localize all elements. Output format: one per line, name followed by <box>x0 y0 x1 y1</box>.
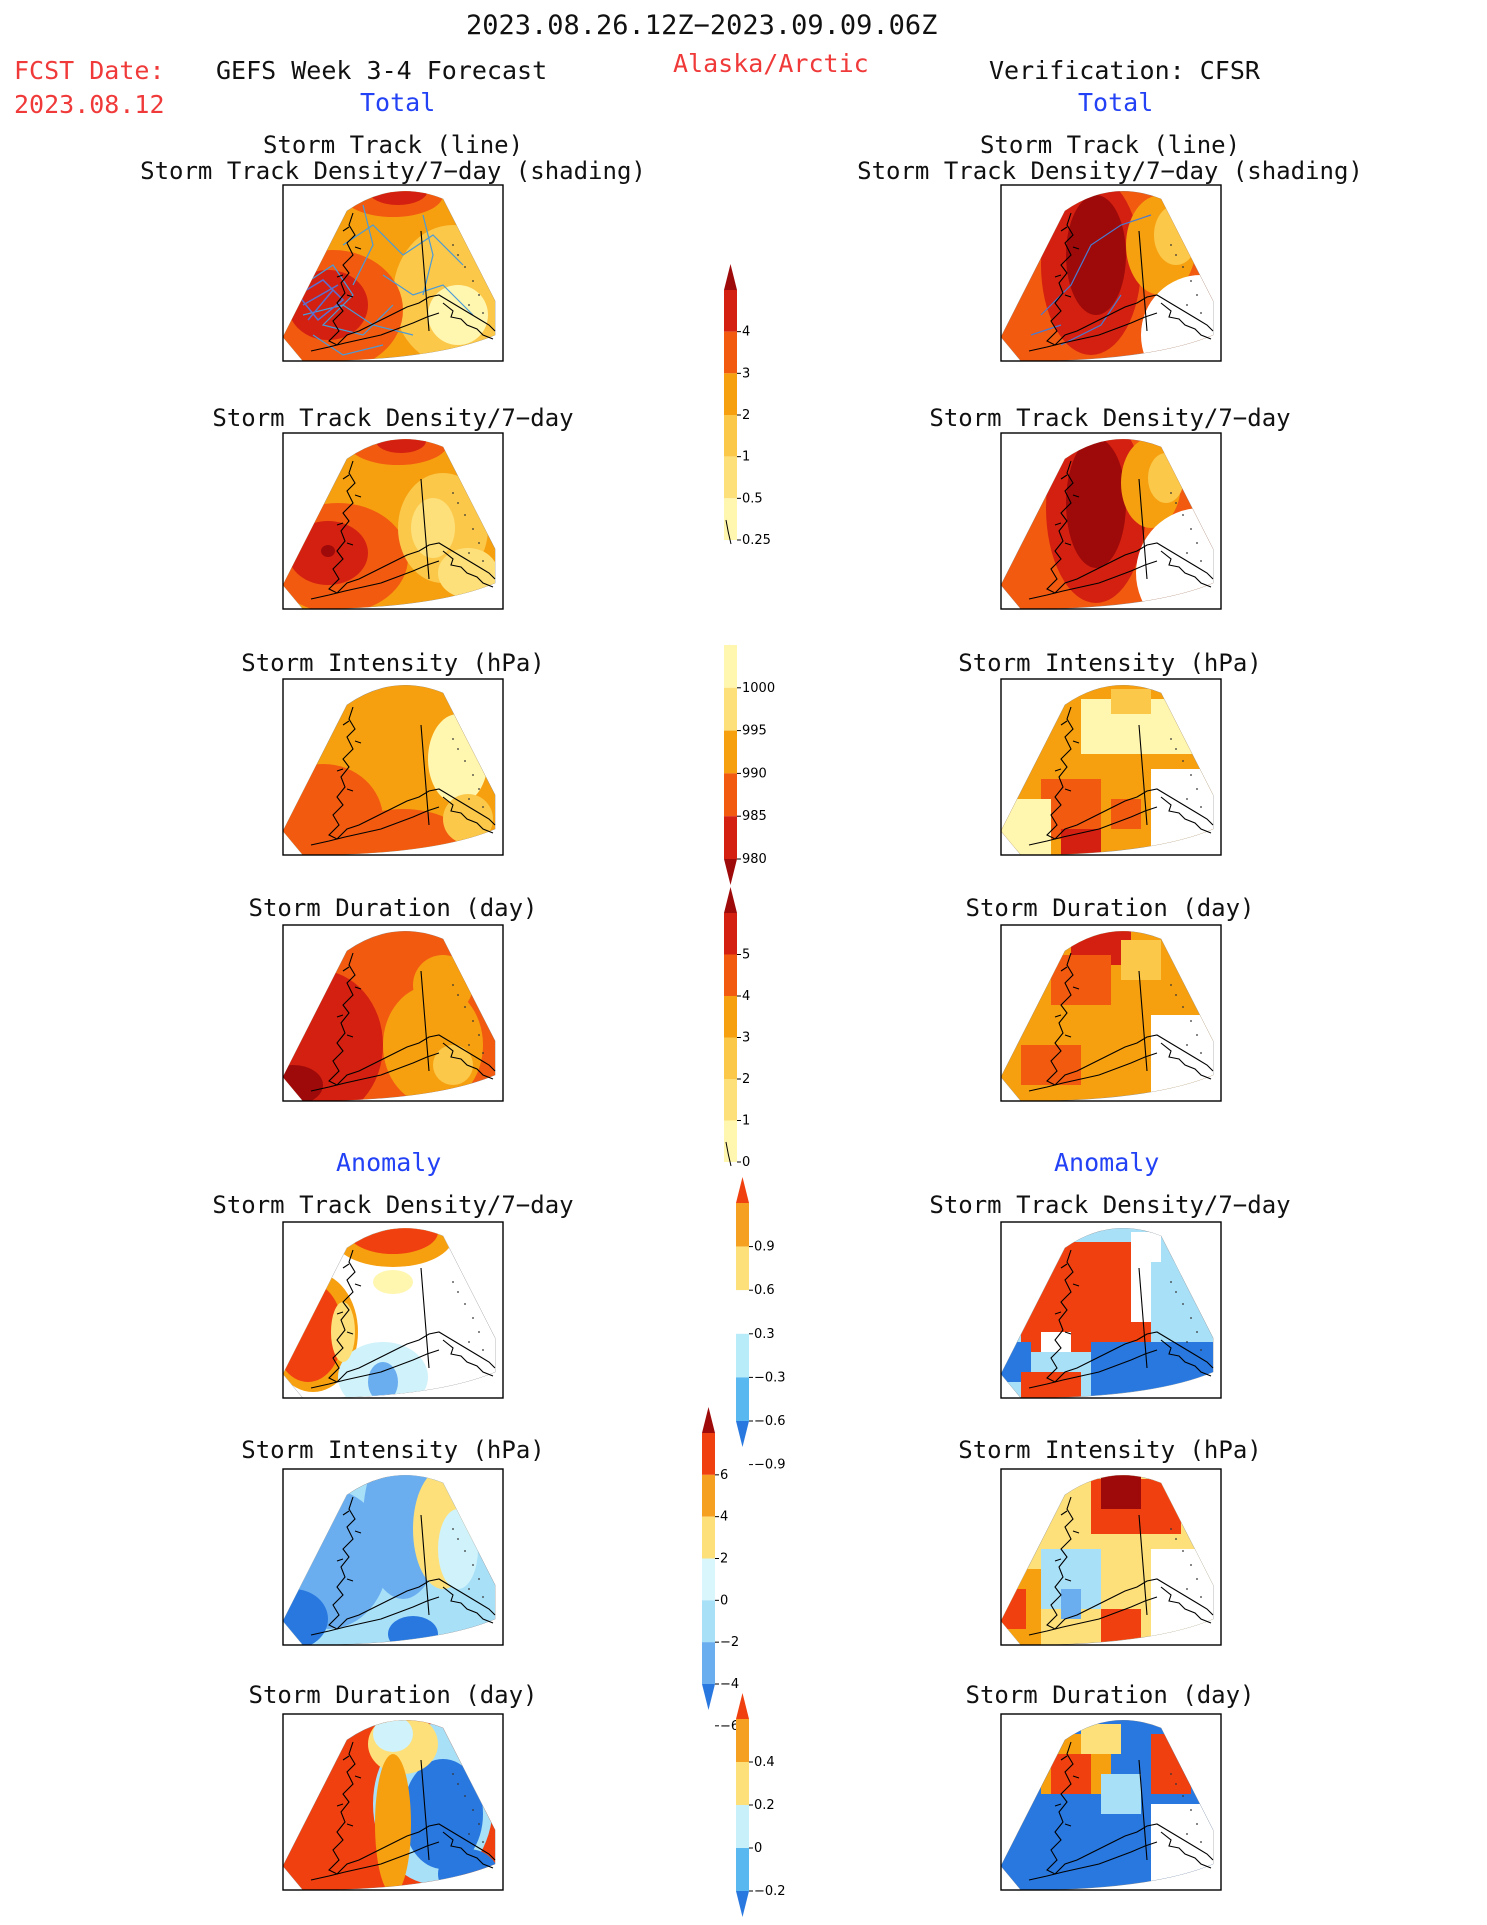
right-density-anom-title: Storm Track Density/7−day <box>929 1191 1291 1219</box>
right-track-shading-title: Storm Track Density/7−day (shading) <box>857 157 1363 185</box>
right-duration-anom-title: Storm Duration (day) <box>965 1681 1255 1709</box>
colorbar-tick-label: 0.2 <box>754 1798 775 1813</box>
left-duration-anom-title: Storm Duration (day) <box>248 1681 538 1709</box>
right-duration-anomaly-map <box>1000 1713 1222 1891</box>
colorbar-density_anom: 0.9 0.6 0.3 −0.3 −0.6 −0.9 <box>736 1177 786 1473</box>
main-title: 2023.08.26.12Z−2023.09.09.06Z <box>466 10 938 41</box>
colorbar-tick-label: 3 <box>742 366 750 381</box>
colorbar-tick-label: −6 <box>720 1719 739 1734</box>
colorbar-tick-label: 0.3 <box>754 1327 775 1342</box>
colorbar-duration_anom: 0.40.20−0.2−0.4 <box>736 1693 786 1917</box>
right-intensity-anom-title: Storm Intensity (hPa) <box>958 1436 1262 1464</box>
right-track-map <box>1000 184 1222 362</box>
colorbar-intensity_anom: 6 4 2 0 −2 −4 −6 <box>702 1407 739 1734</box>
left-intensity-anom-title: Storm Intensity (hPa) <box>241 1436 545 1464</box>
colorbar-tick-label: 0.25 <box>742 533 771 548</box>
left-density-anomaly-map <box>282 1221 504 1399</box>
colorbar-tick-label: 6 <box>720 1468 728 1483</box>
colorbar-tick-label: 0 <box>754 1841 762 1856</box>
colorbar-tick-label: 1 <box>742 450 750 465</box>
left-density-map <box>282 432 504 610</box>
right-intensity-anomaly-map <box>1000 1468 1222 1646</box>
left-intensity-anomaly-map <box>282 1468 504 1646</box>
colorbar-tick-label: 0.9 <box>754 1240 775 1255</box>
left-intensity-title: Storm Intensity (hPa) <box>241 649 545 677</box>
colorbar-tick-label: 995 <box>742 724 767 739</box>
right-density-map <box>1000 432 1222 610</box>
colorbar-tick-label: 985 <box>742 809 767 824</box>
colorbar-tick-label: 1000 <box>742 681 775 696</box>
colorbar-tick-label: 1 <box>742 1114 750 1129</box>
right-density-anomaly-map <box>1000 1221 1222 1399</box>
left-duration-title: Storm Duration (day) <box>248 894 538 922</box>
right-track-line-title: Storm Track (line) <box>979 131 1241 159</box>
colorbar-tick-label: 980 <box>742 852 767 867</box>
colorbar-tick-label: 4 <box>720 1510 728 1525</box>
colorbar-tick-label: −0.2 <box>754 1884 786 1899</box>
forecast-name: GEFS Week 3-4 Forecast <box>216 56 548 85</box>
colorbar-tick-label: 3 <box>742 1031 750 1046</box>
left-intensity-map <box>282 678 504 856</box>
left-track-shading-title: Storm Track Density/7−day (shading) <box>140 157 646 185</box>
left-track-line-title: Storm Track (line) <box>262 131 524 159</box>
colorbar-tick-label: −0.3 <box>754 1370 786 1385</box>
right-duration-title: Storm Duration (day) <box>965 894 1255 922</box>
left-duration-map <box>282 924 504 1102</box>
fcst-date-value: 2023.08.12 <box>14 90 165 119</box>
right-duration-map <box>1000 924 1222 1102</box>
colorbar-duration: 5 4 3 2 1 0 <box>724 887 750 1170</box>
colorbar-tick-label: 2 <box>742 1072 750 1087</box>
colorbar-tick-label: 5 <box>742 948 750 963</box>
left-density-title: Storm Track Density/7−day <box>212 404 574 432</box>
colorbar-density: 4 3 2 1 0.5 0.25 <box>724 264 771 548</box>
colorbar-tick-label: 2 <box>720 1552 728 1567</box>
colorbar-tick-label: 0 <box>720 1593 728 1608</box>
left-track-map <box>282 184 504 362</box>
left-density-anom-title: Storm Track Density/7−day <box>212 1191 574 1219</box>
total-left-label: Total <box>360 88 436 117</box>
colorbar-tick-label: −0.9 <box>754 1458 786 1473</box>
anomaly-left-label: Anomaly <box>336 1148 442 1177</box>
region-label: Alaska/Arctic <box>673 49 869 78</box>
colorbar-tick-label: −0.6 <box>754 1414 786 1429</box>
fcst-date-label: FCST Date: <box>14 56 165 85</box>
left-duration-anomaly-map <box>282 1713 504 1891</box>
colorbar-tick-label: 990 <box>742 766 767 781</box>
colorbar-intensity: 1000 995 990 985 980 <box>724 644 775 885</box>
right-intensity-map <box>1000 678 1222 856</box>
colorbar-tick-label: 0.4 <box>754 1755 775 1770</box>
total-right-label: Total <box>1078 88 1154 117</box>
verification-label: Verification: CFSR <box>989 56 1260 85</box>
colorbar-tick-label: 4 <box>742 989 750 1004</box>
right-intensity-title: Storm Intensity (hPa) <box>958 649 1262 677</box>
colorbar-tick-label: 2 <box>742 408 750 423</box>
right-density-title: Storm Track Density/7−day <box>929 404 1291 432</box>
colorbar-tick-label: 0 <box>742 1155 750 1170</box>
colorbar-tick-label: 0.6 <box>754 1283 775 1298</box>
anomaly-right-label: Anomaly <box>1054 1148 1160 1177</box>
colorbar-tick-label: −2 <box>720 1635 739 1650</box>
colorbar-tick-label: −4 <box>720 1677 739 1692</box>
colorbar-tick-label: 0.5 <box>742 491 763 506</box>
colorbar-tick-label: 4 <box>742 325 750 340</box>
